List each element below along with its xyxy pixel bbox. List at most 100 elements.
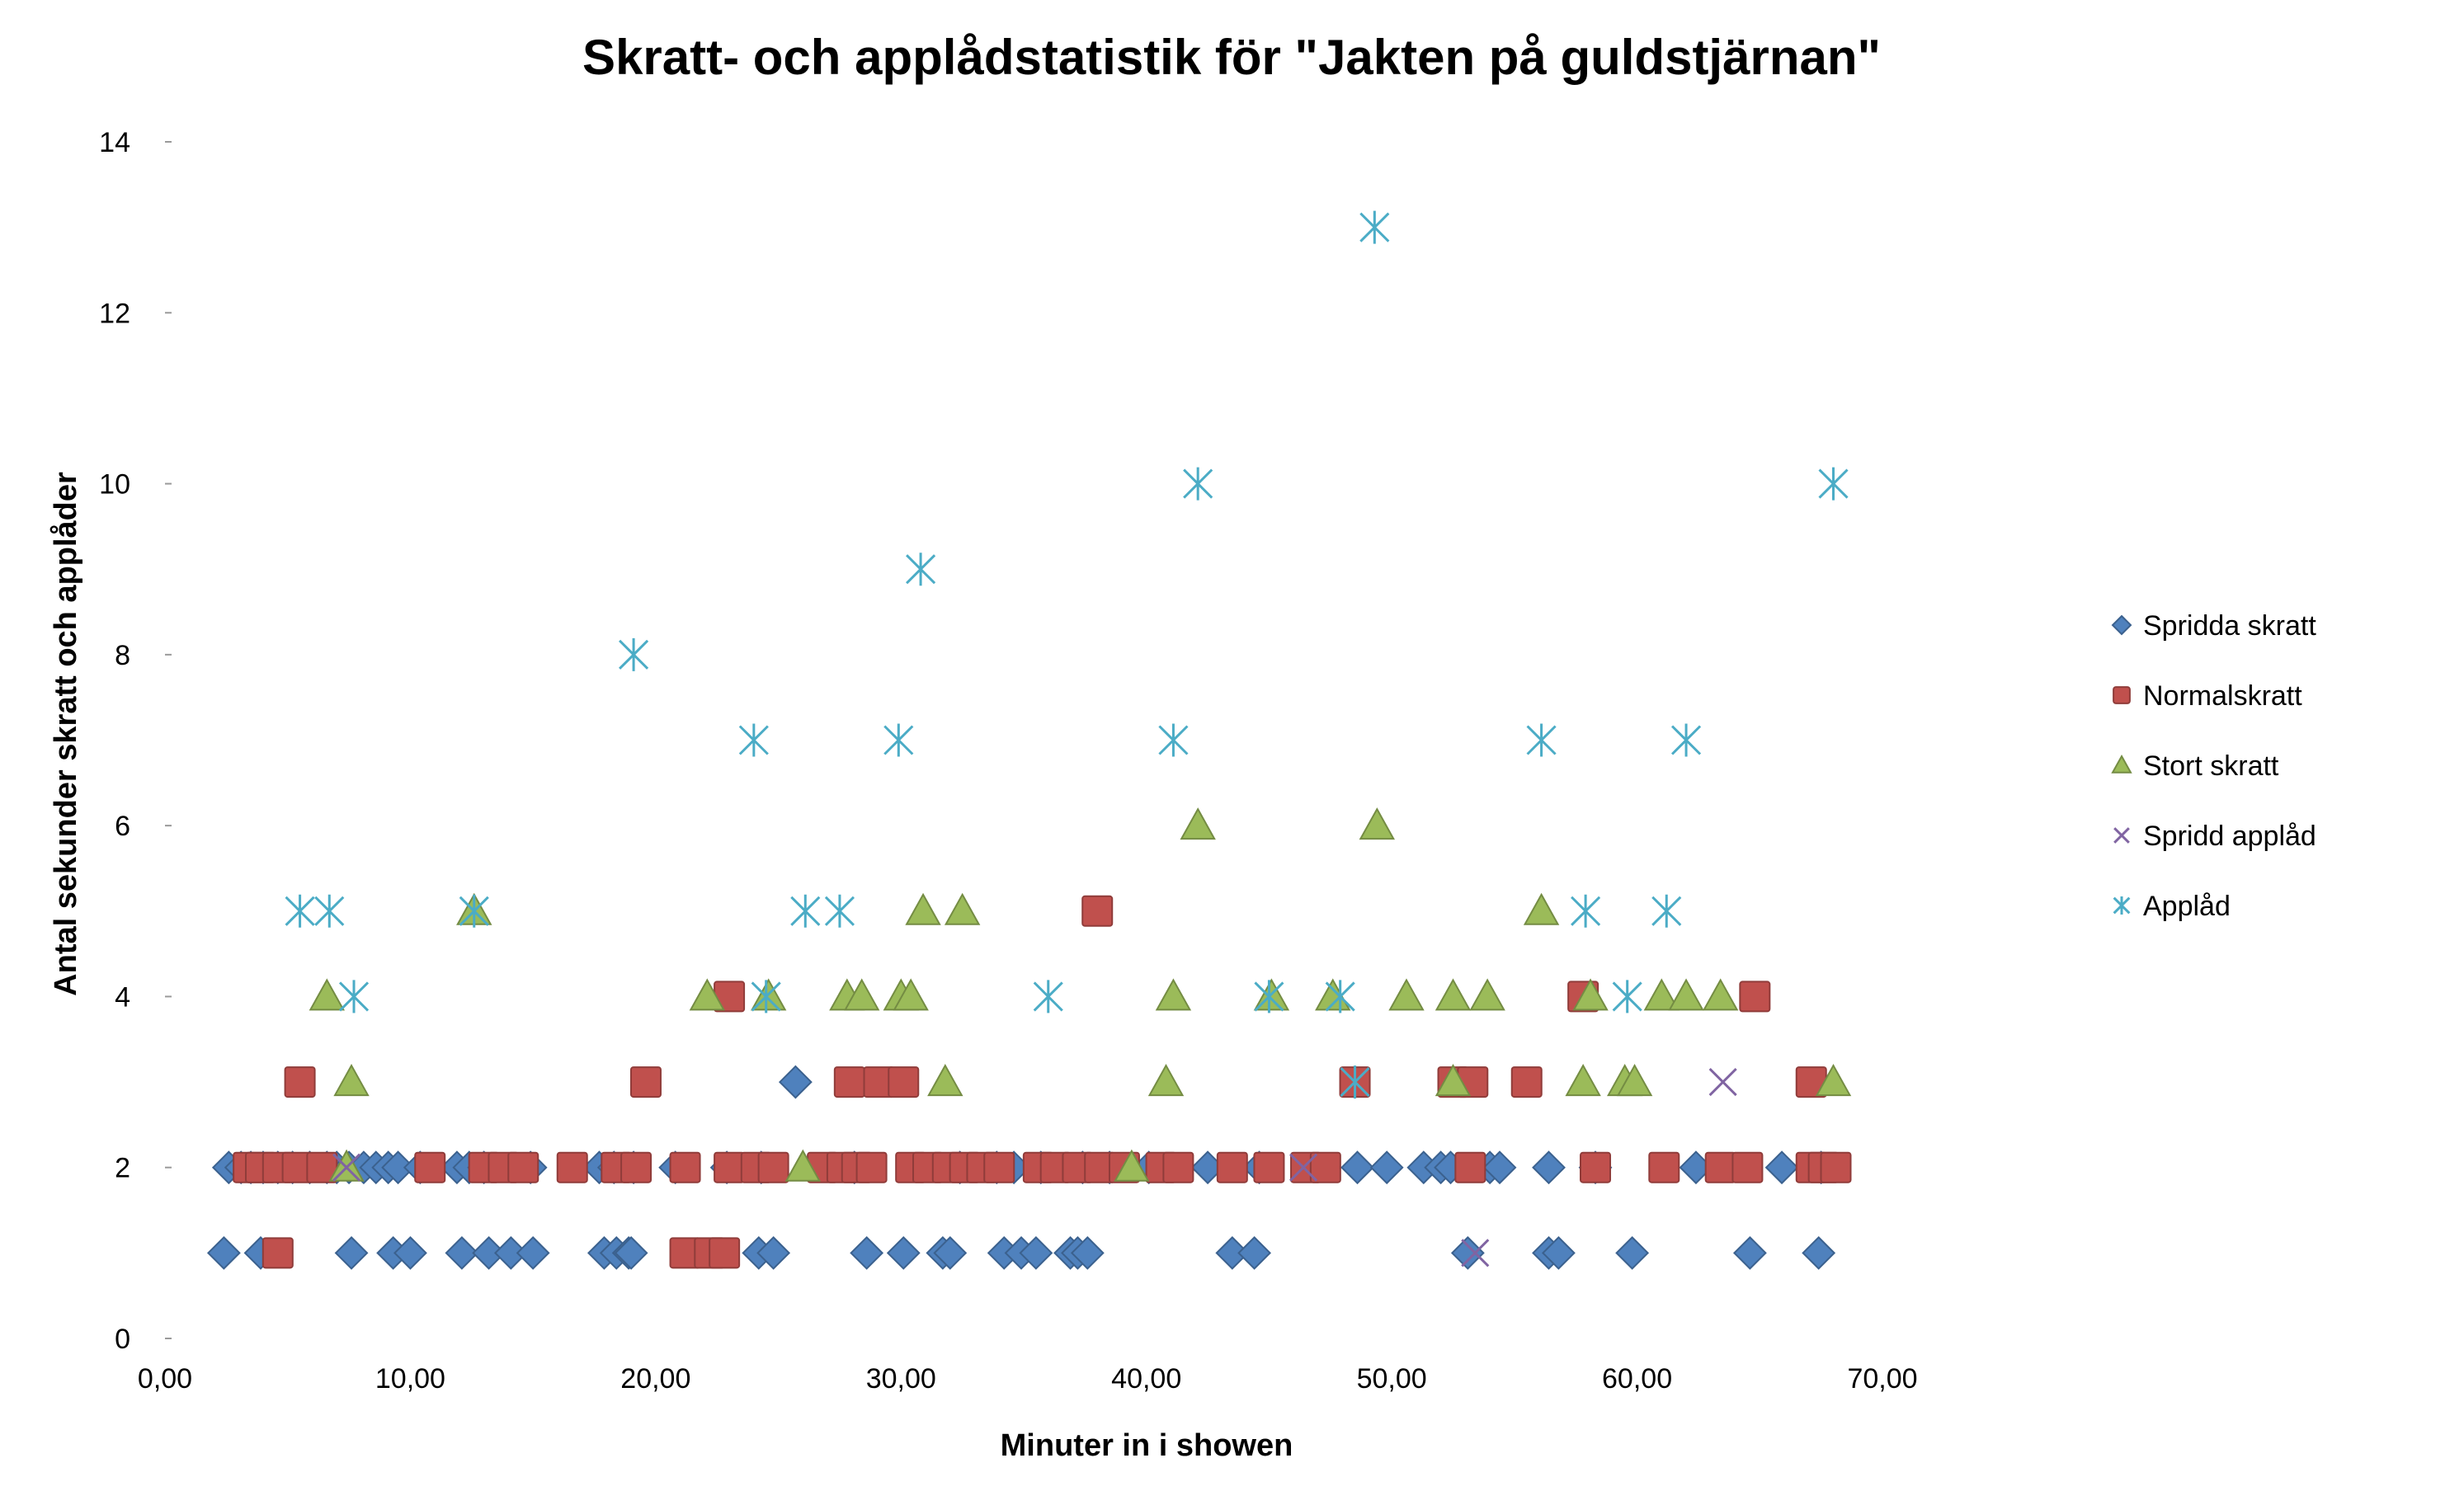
data-point xyxy=(1708,1068,1737,1097)
data-point xyxy=(507,1151,539,1183)
data-point xyxy=(689,978,726,1011)
data-point xyxy=(334,1235,369,1270)
data-point xyxy=(843,978,880,1011)
legend-marker xyxy=(2111,754,2132,774)
data-point xyxy=(1369,1150,1404,1185)
data-point xyxy=(757,1151,789,1183)
chart-title: Skratt- och applådstatistik för "Jakten … xyxy=(582,30,1881,85)
data-point xyxy=(1309,1151,1341,1183)
y-tick-label: 10 xyxy=(99,469,130,501)
data-point xyxy=(888,1066,920,1098)
data-point xyxy=(1668,978,1704,1011)
legend-marker xyxy=(2113,827,2130,844)
data-point xyxy=(1510,1066,1543,1098)
data-point xyxy=(1081,895,1114,927)
data-point xyxy=(1648,1151,1680,1183)
x-tick-label: 0,00 xyxy=(138,1363,192,1395)
legend-label: Applåd xyxy=(2143,891,2231,922)
x-tick-label: 40,00 xyxy=(1111,1363,1181,1395)
data-point xyxy=(1731,1151,1764,1183)
data-point xyxy=(944,892,981,925)
data-point xyxy=(738,723,769,757)
y-tick-label: 14 xyxy=(99,127,130,158)
y-tick-label: 8 xyxy=(115,640,130,671)
data-point xyxy=(790,894,821,928)
data-point xyxy=(619,637,649,671)
data-point xyxy=(714,1151,746,1183)
data-point xyxy=(393,1235,427,1270)
data-point xyxy=(1612,980,1642,1014)
data-point xyxy=(1359,807,1395,840)
y-tick-label: 12 xyxy=(99,298,130,329)
data-point xyxy=(1572,978,1609,1011)
series-x xyxy=(332,1068,1737,1268)
x-tick-label: 60,00 xyxy=(1602,1363,1672,1395)
data-point xyxy=(883,723,914,757)
series-asterisk xyxy=(285,210,1849,1099)
data-point xyxy=(332,1153,361,1182)
y-tick-label: 0 xyxy=(115,1324,130,1355)
data-point xyxy=(1454,1151,1486,1183)
data-point xyxy=(1815,1064,1852,1097)
x-axis-title: Minuter in i showen xyxy=(1001,1428,1293,1463)
legend-label: Spridd applåd xyxy=(2143,821,2316,852)
data-point xyxy=(1359,210,1390,244)
data-point xyxy=(1820,1151,1852,1183)
data-points xyxy=(206,210,1852,1270)
data-point xyxy=(824,894,855,928)
data-point xyxy=(906,553,936,586)
data-point xyxy=(1180,807,1216,840)
data-point xyxy=(756,1235,791,1270)
data-point xyxy=(1435,1064,1472,1097)
x-tick-label: 10,00 xyxy=(375,1363,445,1395)
data-point xyxy=(1147,1064,1185,1097)
data-point xyxy=(709,1237,741,1269)
x-tick-label: 50,00 xyxy=(1357,1363,1427,1395)
data-point xyxy=(751,980,781,1014)
data-point xyxy=(983,1151,1015,1183)
data-point xyxy=(1114,1149,1150,1182)
legend-label: Spridda skratt xyxy=(2143,610,2316,642)
data-point xyxy=(1237,1235,1271,1270)
x-tick-label: 30,00 xyxy=(866,1363,936,1395)
x-tick-label: 70,00 xyxy=(1847,1363,1917,1395)
data-point xyxy=(784,1149,822,1182)
data-point xyxy=(1670,723,1702,757)
y-axis-title: Antal sekunder skratt och applåder xyxy=(49,472,83,996)
legend-marker xyxy=(2113,896,2131,915)
data-point xyxy=(1643,978,1680,1011)
data-point xyxy=(1616,1064,1653,1097)
data-point xyxy=(850,1235,884,1270)
data-point xyxy=(1469,978,1505,1011)
legend-marker xyxy=(2113,686,2131,704)
data-point xyxy=(614,1235,648,1270)
data-point xyxy=(1253,1151,1285,1183)
data-point xyxy=(493,1235,528,1270)
data-point xyxy=(516,1235,550,1270)
data-point xyxy=(459,894,489,928)
data-point xyxy=(1615,1235,1650,1270)
data-point xyxy=(1482,1150,1517,1185)
data-point xyxy=(1254,980,1284,1014)
x-tick-label: 20,00 xyxy=(620,1363,690,1395)
legend-label: Stort skratt xyxy=(2143,750,2279,782)
data-point xyxy=(206,1235,241,1270)
data-point xyxy=(629,1066,662,1098)
data-point xyxy=(1565,1064,1601,1097)
data-point xyxy=(1340,1065,1370,1099)
data-point xyxy=(669,1151,701,1183)
data-point xyxy=(285,894,315,928)
data-point xyxy=(1704,1151,1736,1183)
data-point xyxy=(1541,1235,1576,1270)
data-point xyxy=(284,1066,316,1098)
data-point xyxy=(1388,978,1425,1011)
data-point xyxy=(1739,981,1771,1013)
data-point xyxy=(1435,978,1472,1011)
y-tick-label: 2 xyxy=(115,1153,130,1184)
data-point xyxy=(1289,1153,1318,1182)
data-point xyxy=(778,1065,813,1099)
data-point xyxy=(1818,467,1849,501)
series-triangle xyxy=(309,807,1852,1182)
data-point xyxy=(1019,1235,1053,1270)
